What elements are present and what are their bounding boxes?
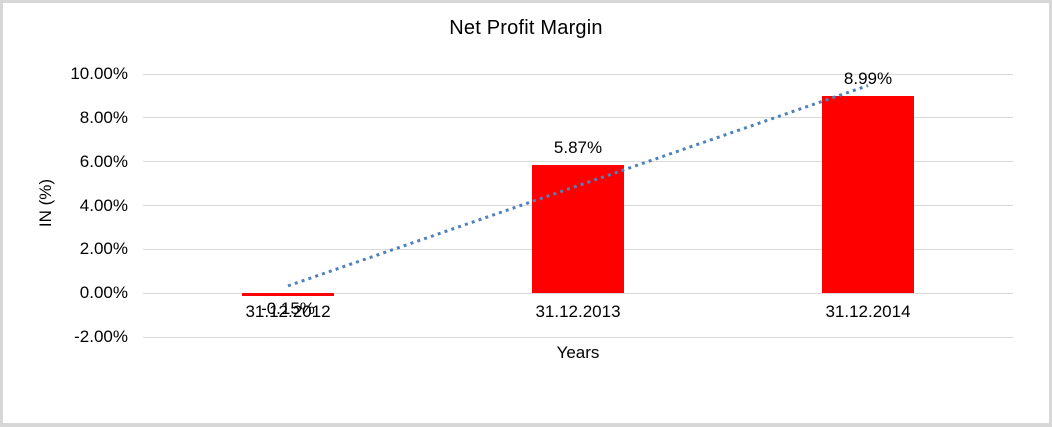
category-label: 31.12.2012 — [245, 302, 331, 321]
y-tick-label: 8.00% — [79, 107, 128, 127]
y-tick-label: 0.00% — [79, 283, 128, 303]
y-tick-label: 6.00% — [79, 151, 128, 171]
category-label: 31.12.2014 — [825, 302, 911, 321]
chart-title: Net Profit Margin — [449, 17, 603, 39]
gridline — [143, 336, 1013, 338]
bar-31.12.2014 — [822, 96, 914, 294]
y-tick-label: 10.00% — [70, 64, 128, 83]
y-tick-label: 2.00% — [79, 239, 128, 259]
x-axis-title: Years — [556, 343, 600, 362]
bar-31.12.2012 — [242, 293, 334, 297]
data-label: 5.87% — [553, 137, 603, 157]
category-label: 31.12.2013 — [535, 302, 621, 321]
gridline — [143, 292, 1013, 294]
gridline — [143, 73, 1013, 75]
data-label: 8.99% — [843, 69, 893, 89]
y-tick-label: -2.00% — [74, 327, 128, 346]
bar-31.12.2013 — [532, 164, 624, 294]
y-tick-label: 4.00% — [79, 195, 128, 215]
data-label: -0.15% — [261, 299, 315, 319]
